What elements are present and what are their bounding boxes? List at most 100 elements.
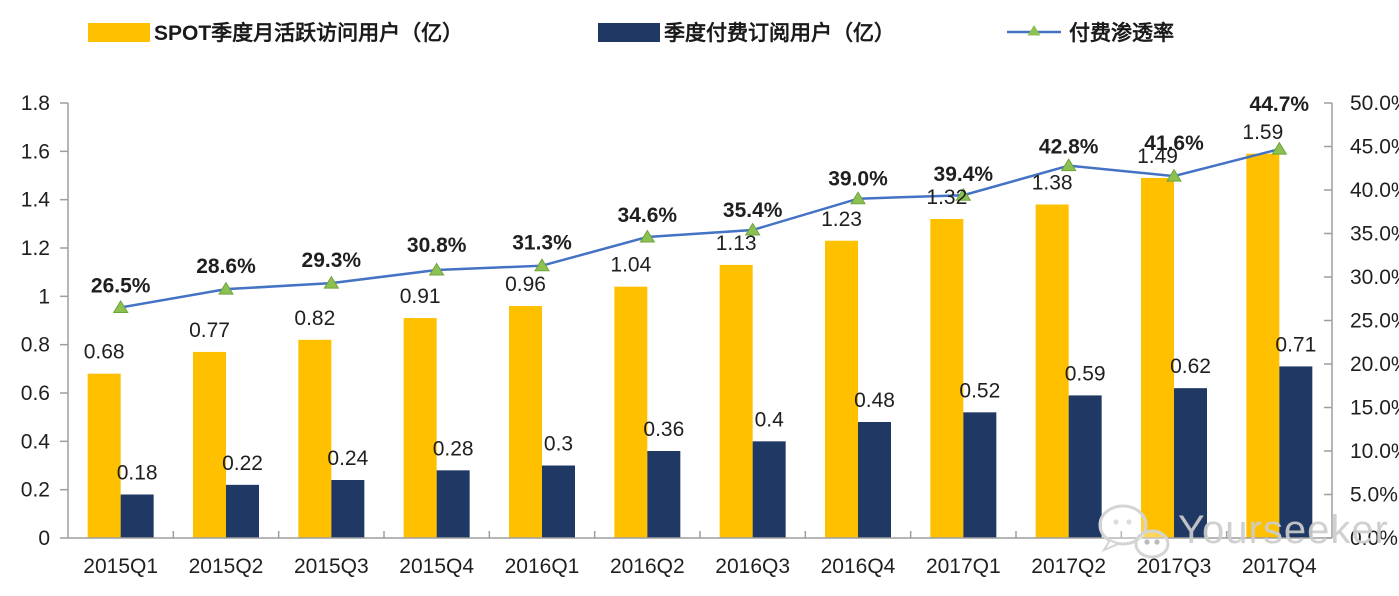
left-axis-tick-label: 0.6 [21,382,50,405]
right-axis-tick-label: 35.0% [1350,223,1399,246]
penetration-value-label: 42.8% [1039,136,1099,159]
left-axis-tick-label: 1.6 [21,140,50,163]
x-axis-category-label: 2015Q3 [294,555,369,578]
penetration-value-label: 44.7% [1250,93,1310,116]
penetration-legend-label: 付费渗透率 [1069,22,1174,45]
mau-value-label: 1.23 [821,208,862,231]
subscribers-bar [1279,366,1313,538]
mau-bar [509,306,542,538]
penetration-value-label: 39.0% [828,168,888,191]
x-axis-category-label: 2017Q4 [1242,555,1317,578]
legend-item-penetration: 付费渗透率 [1005,19,1174,45]
penetration-marker [428,262,445,276]
mau-value-label: 1.38 [1032,172,1073,195]
subscribers-value-label: 0.48 [854,389,895,412]
x-axis-category-label: 2017Q3 [1137,555,1212,578]
penetration-value-label: 39.4% [934,163,994,186]
x-axis-category-label: 2015Q2 [189,555,264,578]
subscribers-bar [752,441,786,538]
left-axis-tick-label: 0 [38,527,50,550]
mau-legend-swatch [88,22,150,42]
penetration-marker [850,191,866,205]
penetration-value-label: 28.6% [196,255,256,278]
right-axis-tick-label: 25.0% [1350,310,1399,333]
mau-bar [930,219,964,538]
right-axis-tick-label: 45.0% [1350,136,1399,159]
left-axis-tick-label: 0.8 [21,334,50,357]
penetration-marker [218,281,234,295]
penetration-marker [1060,158,1077,172]
x-axis-category-label: 2015Q4 [399,555,474,578]
mau-value-label: 0.77 [189,319,230,342]
right-axis-tick-label: 10.0% [1350,440,1399,463]
left-axis-tick-label: 1.2 [21,237,50,260]
subscribers-legend-swatch [598,22,660,42]
mau-bar [298,339,332,538]
mau-bar [825,240,858,538]
mau-bar [719,264,753,538]
penetration-legend-swatch [1007,25,1061,36]
mau-bar [1246,153,1280,538]
penetration-marker [639,229,656,243]
mau-bar [1141,177,1174,538]
penetration-value-label: 30.8% [407,234,467,257]
penetration-value-label: 29.3% [302,249,362,272]
left-axis-tick-label: 0.2 [21,479,50,502]
x-axis-category-label: 2015Q1 [83,555,158,578]
right-axis-tick-label: 5.0% [1350,484,1398,507]
mau-value-label: 0.96 [505,273,546,296]
mau-value-label: 1.59 [1242,121,1283,144]
mau-value-label: 0.82 [294,307,335,330]
subscribers-legend-label: 季度付费订阅用户（亿） [664,22,895,45]
x-axis-category-label: 2016Q1 [505,555,580,578]
x-axis-category-label: 2016Q2 [610,555,685,578]
right-axis-tick-label: 0.0% [1350,527,1398,550]
right-axis-tick-label: 50.0% [1350,92,1399,115]
right-axis-tick-label: 20.0% [1350,353,1399,376]
x-axis-category-label: 2017Q2 [1031,555,1106,578]
penetration-value-label: 26.5% [91,274,151,297]
left-axis-tick-label: 1.4 [21,189,51,212]
mau-value-label: 1.32 [926,186,967,209]
left-axis-tick-label: 1.8 [21,92,50,115]
penetration-marker [1271,141,1288,155]
subscribers-value-label: 0.28 [433,437,474,460]
subscribers-bar [436,470,470,538]
subscribers-bar [1174,388,1207,538]
subscribers-bar [226,484,259,538]
subscribers-value-label: 0.4 [755,408,785,431]
subscribers-value-label: 0.59 [1065,362,1106,385]
penetration-value-label: 35.4% [723,199,783,222]
penetration-value-label: 34.6% [618,204,678,227]
penetration-marker [1166,168,1182,182]
penetration-marker [112,299,129,313]
subscribers-bar [331,480,365,538]
subscribers-bar [963,412,997,538]
right-axis-tick-label: 15.0% [1350,397,1399,420]
subscribers-value-label: 0.22 [222,452,263,475]
subscribers-value-label: 0.71 [1275,333,1316,356]
x-axis-category-label: 2017Q1 [926,555,1001,578]
penetration-value-label: 31.3% [512,232,572,255]
subscribers-value-label: 0.18 [117,462,158,485]
subscribers-value-label: 0.52 [959,379,1000,402]
penetration-marker [744,222,761,236]
mau-bar [403,318,437,538]
penetration-marker [955,187,972,201]
right-axis-tick-label: 40.0% [1350,179,1399,202]
subscribers-bar [120,494,154,538]
legend-item-mau: SPOT季度月活跃访问用户（亿） [88,19,463,45]
subscribers-bar [647,451,681,538]
mau-bar [87,373,121,538]
x-axis-category-label: 2016Q3 [715,555,790,578]
mau-value-label: 0.68 [84,341,125,364]
left-axis-tick-label: 0.4 [21,430,51,453]
left-axis-tick-label: 1 [38,285,50,308]
subscribers-value-label: 0.24 [327,447,368,470]
subscribers-bar [1068,395,1102,538]
mau-bar [614,286,648,538]
subscribers-value-label: 0.36 [643,418,684,441]
mau-bar [193,351,226,538]
legend-item-subscribers: 季度付费订阅用户（亿） [598,19,895,45]
